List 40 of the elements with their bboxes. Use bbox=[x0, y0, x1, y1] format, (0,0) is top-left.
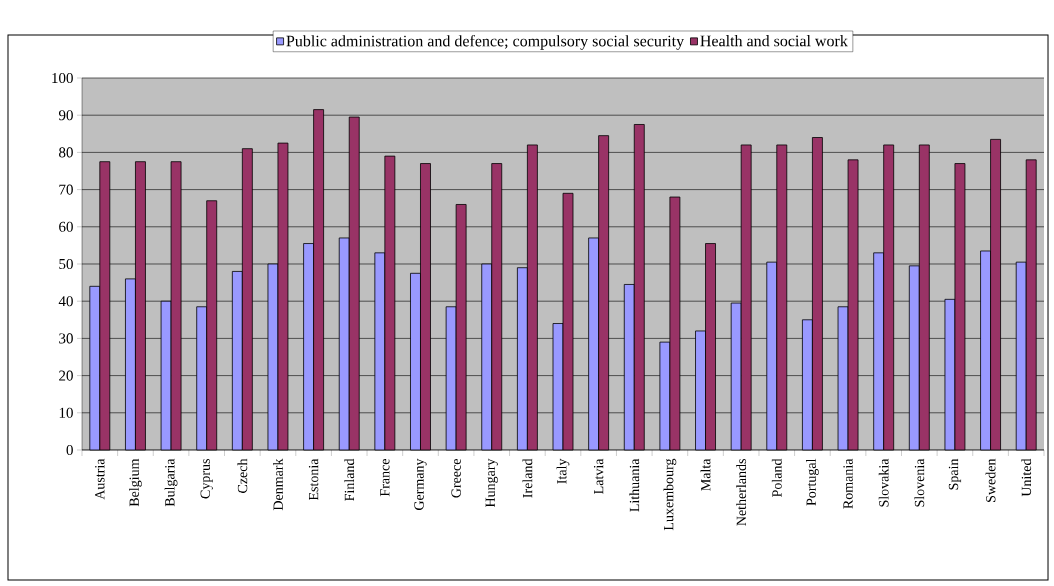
y-tick-label: 0 bbox=[66, 444, 73, 456]
x-tick-label: Poland bbox=[771, 458, 782, 498]
x-tick-label: Luxembourg bbox=[663, 458, 677, 531]
x-tick-label: Malta bbox=[700, 458, 711, 491]
y-tick-label: 30 bbox=[59, 333, 73, 344]
x-tick-label: Denmark bbox=[273, 458, 283, 511]
x-tick-label: Cyprus bbox=[200, 459, 213, 499]
x-tick-label: Germany bbox=[414, 458, 427, 511]
x-tick-label: Portugal bbox=[806, 458, 819, 506]
x-tick-label: Austria bbox=[95, 458, 105, 500]
x-tick-label: Finland bbox=[344, 458, 355, 501]
y-tick-label: 20 bbox=[59, 370, 73, 381]
x-tick-label: Ireland bbox=[522, 458, 533, 498]
y-tick-label: 70 bbox=[59, 184, 73, 195]
y-tick-label: 90 bbox=[58, 110, 73, 121]
y-tick-label: 80 bbox=[59, 147, 73, 158]
legend-label: Public administration and defence; compulsory social security bbox=[286, 34, 685, 50]
x-tick-label: Bulgaria bbox=[164, 458, 178, 507]
x-tick-label: France bbox=[380, 459, 390, 497]
x-tick-label: Slovenia bbox=[914, 458, 925, 507]
x-tick-label: Estonia bbox=[308, 458, 319, 501]
x-tick-label: Greece bbox=[451, 459, 461, 498]
y-tick-label: 50 bbox=[59, 258, 73, 270]
x-tick-label: Hungary bbox=[485, 458, 498, 508]
x-tick-label: Romania bbox=[843, 458, 853, 509]
x-tick-label: Czech bbox=[237, 458, 248, 493]
x-tick-label: Spain bbox=[948, 458, 962, 490]
x-tick-label: Slovakia bbox=[878, 458, 889, 507]
y-tick-label: 10 bbox=[59, 407, 73, 418]
x-tick-label: Lithuania bbox=[629, 458, 640, 512]
x-tick-label: United bbox=[1021, 458, 1032, 497]
x-tick-label: Belgium bbox=[129, 458, 142, 507]
x-tick-label: Italy bbox=[556, 458, 570, 484]
y-tick-label: 40 bbox=[58, 296, 73, 307]
legend-label: Health and social work bbox=[700, 35, 848, 47]
x-tick-label: Netherlands bbox=[736, 459, 747, 526]
y-tick-label: 60 bbox=[59, 221, 73, 232]
y-tick-label: 100 bbox=[52, 72, 73, 84]
x-tick-label: Sweden bbox=[985, 458, 996, 502]
x-tick-label: Latvia bbox=[593, 458, 604, 494]
